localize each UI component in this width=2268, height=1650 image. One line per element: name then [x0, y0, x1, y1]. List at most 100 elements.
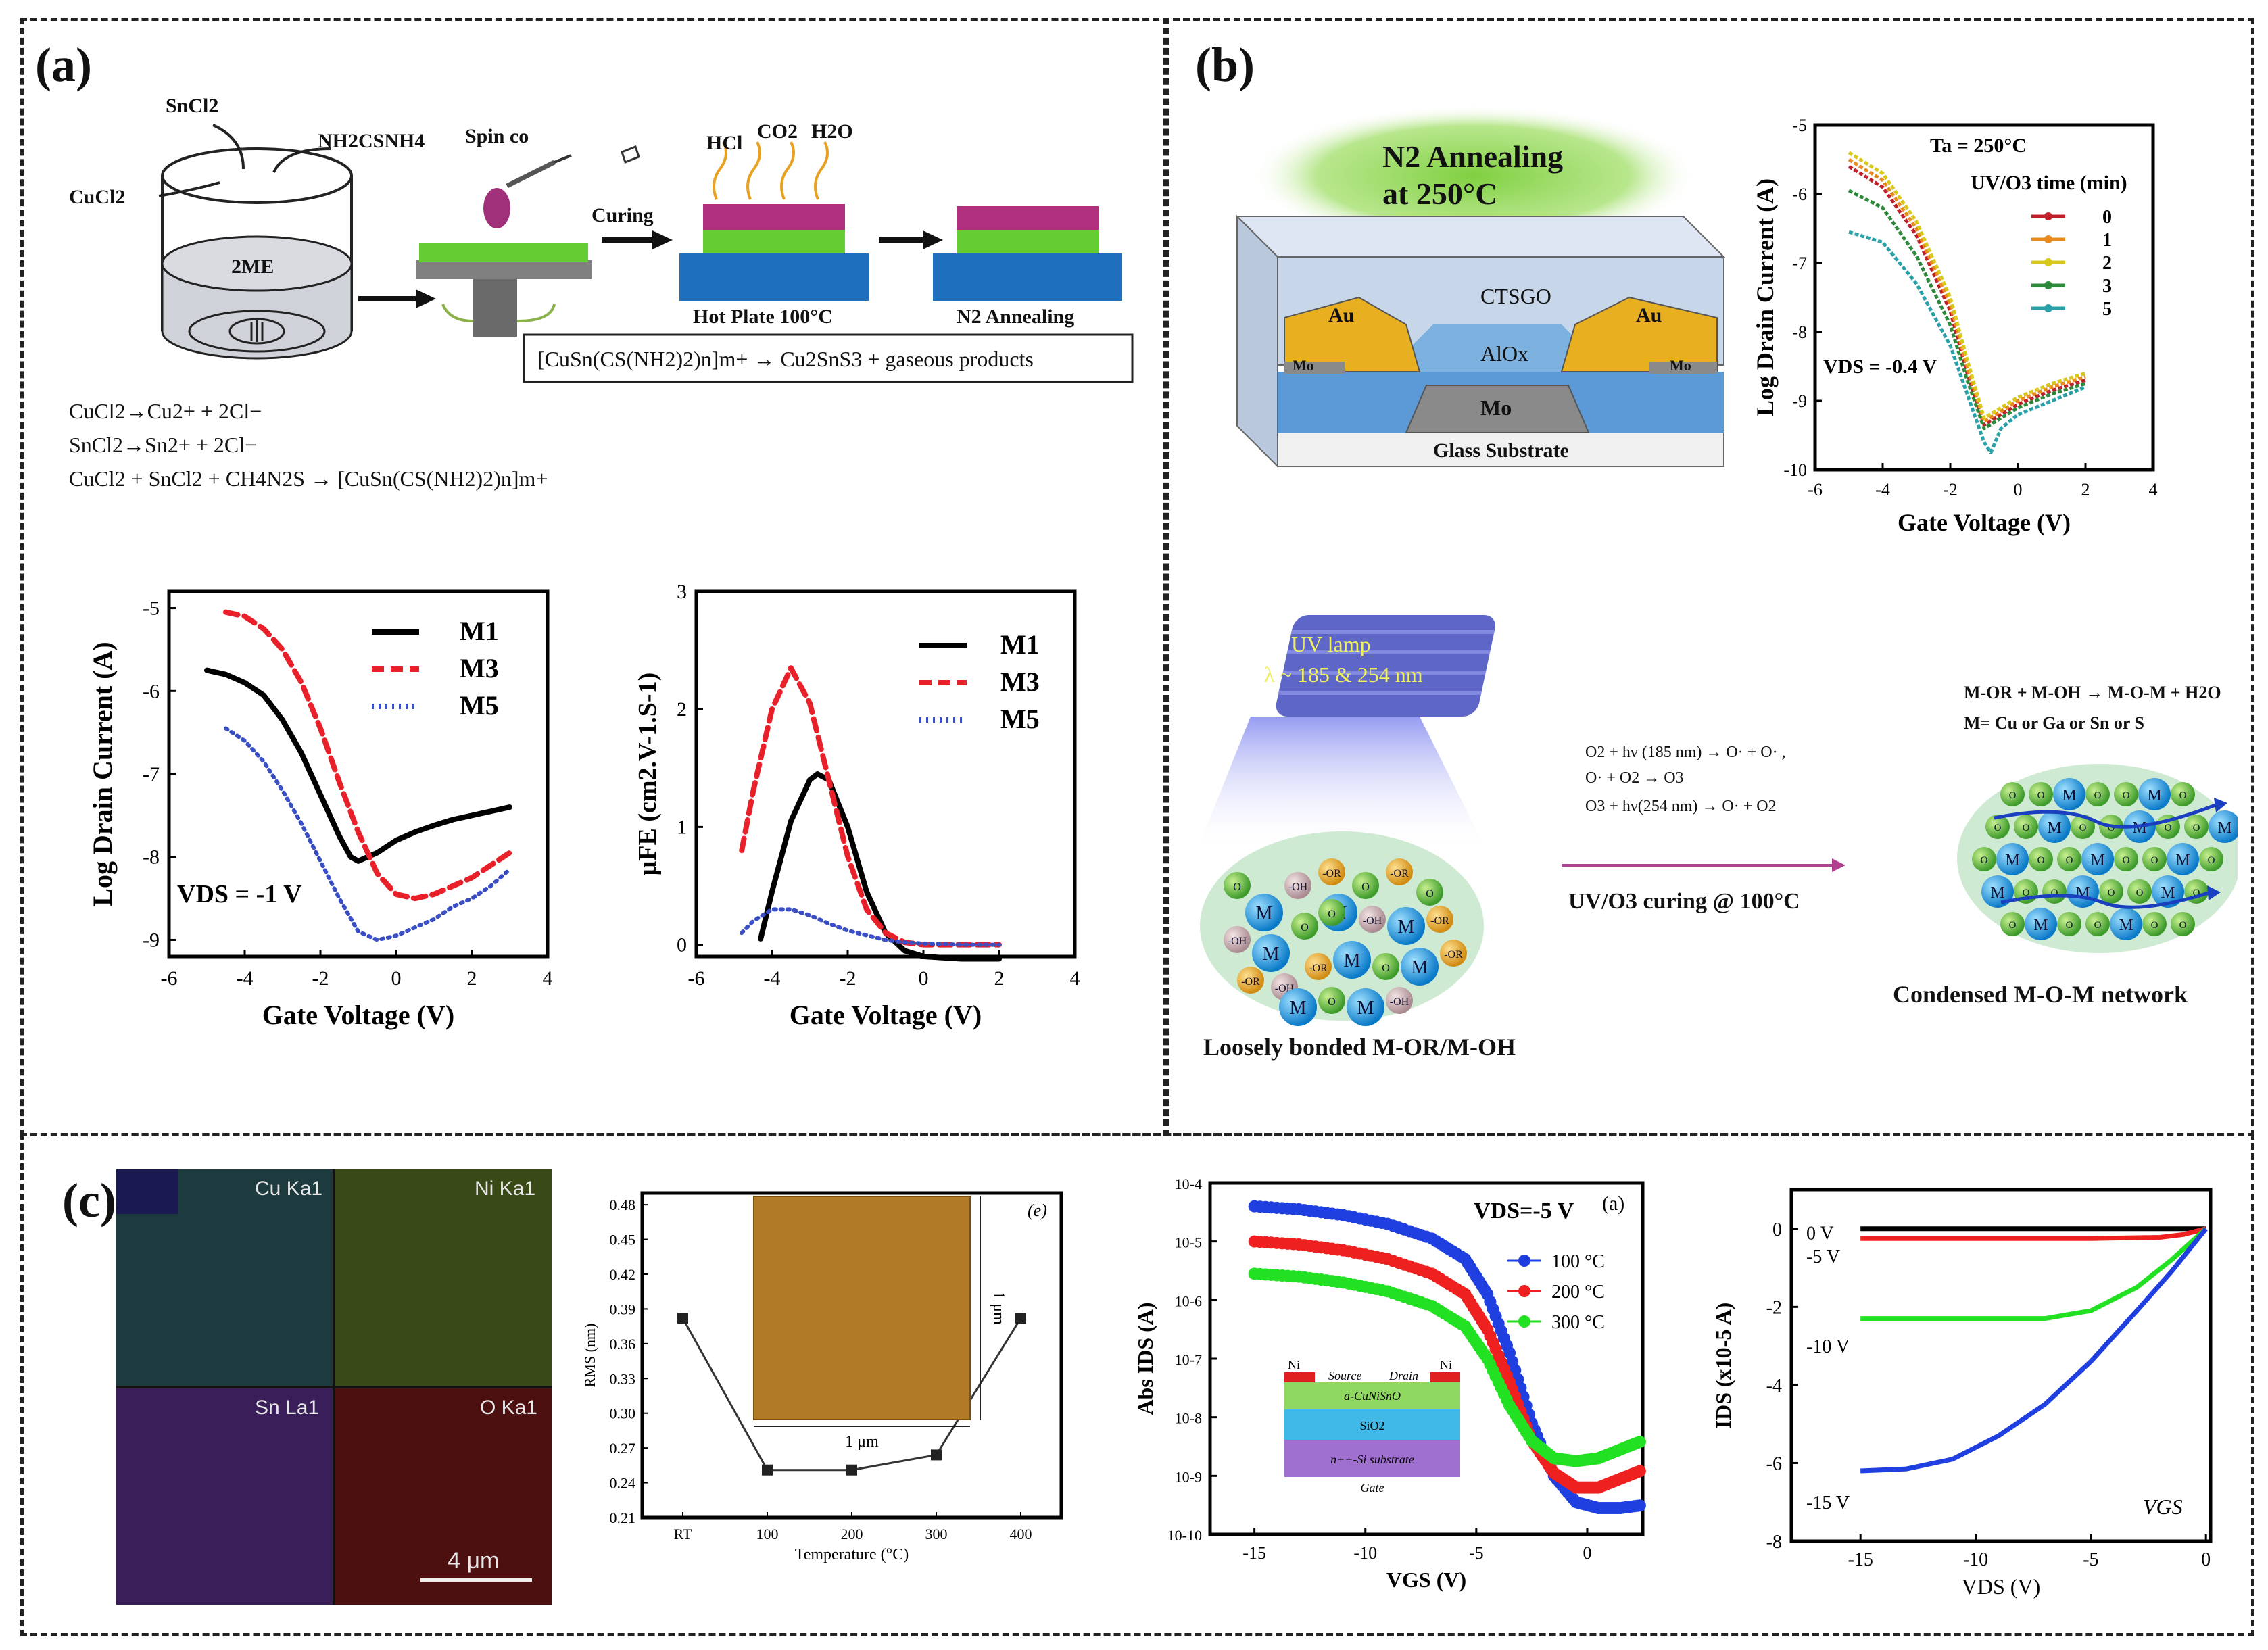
sphere-right-label-1: O: [2037, 790, 2045, 801]
solvent-label: 2ME: [231, 256, 274, 278]
a-mobility-legend-label-M5: M5: [1000, 704, 1040, 734]
c-transfer-legend-marker-100 °C: [1518, 1255, 1530, 1267]
c-transfer-ytick-label: 10-9: [1175, 1468, 1202, 1485]
a-transfer-ytick-label: -7: [143, 763, 160, 785]
a-transfer-legend-label-M1: M1: [460, 616, 499, 646]
a-transfer-line-M5: [224, 726, 512, 942]
c-transfer-legend-marker-200 °C: [1518, 1285, 1530, 1297]
sphere-right-label-21: O: [2123, 855, 2130, 866]
c-rms-ytick-label: 0.45: [610, 1232, 636, 1248]
sphere-right-8: [2014, 815, 2038, 839]
c-rms-xtick-label: 100: [756, 1526, 779, 1543]
equation-3: CuCl2 + SnCl2 + CH4N2S → [CuSn(CS(NH2)2)…: [69, 466, 548, 491]
sphere-right-label-33: O: [2009, 920, 2017, 931]
sphere-right-label-38: O: [2151, 920, 2158, 931]
a-mobility-ytick-label: 0: [677, 934, 687, 956]
c-rms-ytick-label: 0.33: [610, 1370, 636, 1387]
sphere-right-label-12: M: [2132, 819, 2146, 837]
sphere-left-label-4: O: [1361, 881, 1370, 893]
sphere-right-30: [2127, 879, 2152, 904]
a-transfer-legend-label-M5: M5: [460, 690, 499, 721]
sphere-left-8: [1252, 934, 1290, 972]
sphere-right-label-34: M: [2033, 917, 2048, 934]
b-transfer-annotation: VDS = -0.4 V: [1823, 356, 1937, 378]
sphere-right-20: [2081, 843, 2114, 875]
sphere-right-7: [1985, 815, 2010, 839]
c-transfer-xtick-label: 0: [1583, 1543, 1591, 1563]
sphere-left-7: [1224, 926, 1251, 953]
equation-1: CuCl2→Cu2+ + 2Cl−: [69, 399, 262, 423]
c-transfer-point-300 °C: [1633, 1435, 1646, 1448]
eds-label-ni: Ni Ka1: [475, 1178, 536, 1200]
sphere-left-2: [1284, 872, 1311, 899]
a-mobility-frame: [694, 589, 1077, 959]
uv-reaction-3: O3 + hν(254 nm) → O· + O2: [1585, 798, 1777, 815]
a-mobility-legend-label-M1: M1: [1000, 629, 1040, 660]
sphere-left-14: [1237, 967, 1264, 994]
sphere-right-label-14: O: [2193, 823, 2200, 833]
chart-a-transfer: -6 -4 -2 0 2 4 -5 -6 -7 -8 -9 Gate Voltage (V) Log D…: [87, 589, 553, 1030]
c-output-ytick-label: -4: [1766, 1376, 1782, 1397]
eds-maps: Cu Ka1 Ni Ka1 Sn La1 O Ka1 4 μm: [116, 1169, 552, 1605]
sphere-right-label-35: O: [2066, 920, 2073, 931]
sphere-left-label-23: M: [1357, 998, 1374, 1019]
c-output-series-label--15 V: -15 V: [1806, 1493, 1850, 1513]
uv-reaction-2: O· + O2 → O3: [1585, 769, 1684, 787]
curing-label: Curing: [592, 204, 654, 226]
sphere-right-label-29: O: [2108, 888, 2115, 898]
sphere-right-34: [2025, 908, 2057, 940]
sphere-right-37: [2110, 908, 2142, 940]
c-rms-ytick-label: 0.30: [610, 1405, 636, 1422]
sphere-right-label-37: M: [2119, 917, 2133, 934]
sphere-left-21: [1279, 988, 1317, 1026]
c-rms-ytick-label: 0.36: [610, 1336, 636, 1353]
sphere-left-18: [1372, 953, 1399, 980]
c-transfer-point-100 °C: [1633, 1499, 1646, 1512]
c-rms-ytick-label: 0.39: [610, 1301, 636, 1317]
chart-c-transfer: -15 -10 -5 0 10-4 10-5 10-6 10-7 10-8 10-9 10-10 VG…: [1133, 1175, 1646, 1592]
a-transfer-ylabel: Log Drain Current (A): [87, 641, 118, 906]
equation-2: SnCl2→Sn2+ + 2Cl−: [69, 433, 258, 457]
b-transfer-legend-label-3: 3: [2102, 276, 2112, 297]
reagent-sncl2: SnCl2: [166, 95, 219, 117]
layer-mo-left: Mo: [1293, 357, 1314, 374]
sphere-left-label-19: M: [1412, 957, 1428, 978]
c-output-line--5 V: [1860, 1226, 2207, 1241]
uv-curing-label: UV/O3 curing @ 100°C: [1568, 889, 1800, 914]
eds-label-sn: Sn La1: [255, 1397, 320, 1419]
sphere-left-label-7: -OH: [1228, 936, 1247, 947]
c-output-series-label--5 V: -5 V: [1806, 1246, 1840, 1267]
b-transfer-legend-marker-5: [2044, 304, 2052, 312]
layer-alox: AlOx: [1480, 341, 1529, 366]
c-rms-xtick-label: 200: [841, 1526, 863, 1543]
b-transfer-legend-title: UV/O3 time (min): [1971, 172, 2127, 194]
inset-drain-electrode: [1430, 1372, 1460, 1382]
afm-tag: (e): [1028, 1200, 1047, 1220]
a-transfer-xtick-label: 2: [467, 967, 477, 990]
right-caption: Condensed M-O-M network: [1893, 981, 2188, 1008]
c-transfer-xtick-label: -5: [1469, 1543, 1484, 1563]
sphere-right-0: [2000, 782, 2025, 806]
sphere-right-label-6: O: [2179, 790, 2187, 801]
b-transfer-legend-label-0: 0: [2102, 207, 2112, 228]
eds-label-o: O Ka1: [480, 1397, 538, 1419]
b-transfer-legend-marker-1: [2044, 235, 2052, 243]
a-mobility-ytick-label: 2: [677, 698, 687, 721]
sphere-right-22: [2142, 847, 2167, 871]
a-transfer-annotation: VDS = -1 V: [177, 880, 302, 908]
c-transfer-ytick-label: 10-8: [1175, 1410, 1202, 1427]
a-transfer-ytick-label: -8: [143, 846, 160, 869]
c-rms-ylabel: RMS (nm): [581, 1324, 598, 1388]
b-transfer-ytick-label: -10: [1783, 460, 1807, 480]
sphere-left-24: [1386, 987, 1413, 1014]
sphere-right-label-23: M: [2175, 852, 2190, 869]
sphere-right-label-5: M: [2147, 787, 2161, 804]
c-output-line--15 V: [1860, 1227, 2208, 1474]
layer-mo-gate: Mo: [1480, 395, 1512, 420]
sphere-right-31: [2152, 875, 2184, 908]
inset-channel-layer: [1284, 1382, 1460, 1409]
c-transfer-point-200 °C: [1633, 1465, 1646, 1478]
eds-o-map: [335, 1388, 552, 1605]
a-mobility-line-M1: [758, 771, 1002, 962]
sphere-right-label-18: O: [2037, 855, 2045, 866]
